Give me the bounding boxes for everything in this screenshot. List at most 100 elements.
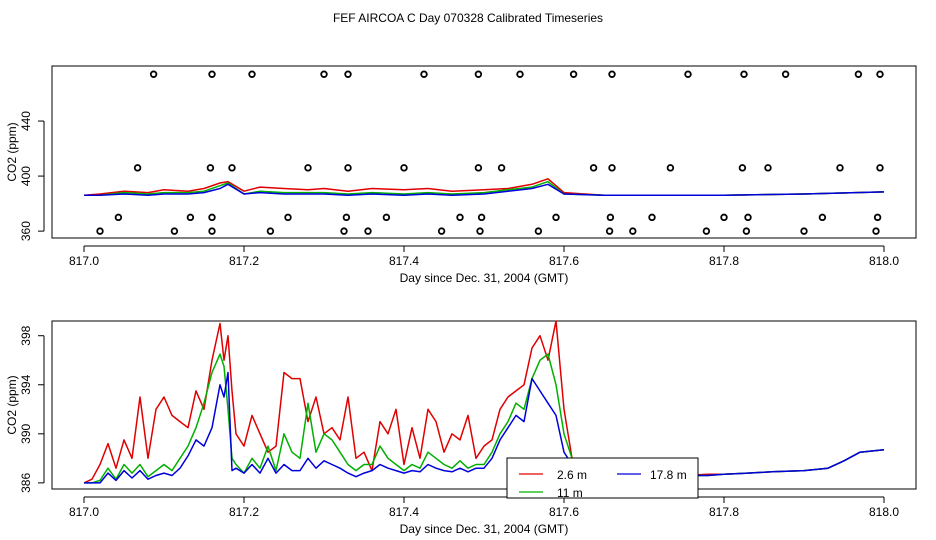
top-plot-frame (51, 65, 917, 239)
top-calibration-point (320, 70, 328, 78)
top-panel: 817.0 817.2 817.4 817.6 817.8 818.0 360 400 440… (5, 65, 917, 285)
top-calibration-point (836, 164, 844, 172)
bottom-x-tick-label: 817.2 (229, 505, 259, 519)
top-calibration-point (133, 164, 142, 172)
bottom-x-label: Day since Dec. 31, 2004 (GMT) (400, 522, 569, 536)
top-y-axis: 360 400 440 (19, 111, 45, 241)
top-calibration-point (400, 164, 408, 172)
top-calibration-point (96, 227, 104, 235)
top-calibration-point (228, 164, 236, 172)
legend-label-11m: 11 m (557, 486, 583, 500)
bottom-plot-frame (51, 320, 917, 490)
top-calibration-point (608, 70, 616, 78)
top-x-tick-label: 817.2 (229, 254, 259, 268)
top-calibration-point (206, 164, 215, 172)
top-calibration-point (629, 227, 637, 235)
bottom-y-label: CO2 (ppm) (5, 375, 19, 434)
top-calibration-point (800, 227, 808, 235)
top-y-tick-label: 360 (19, 221, 33, 241)
legend-label-2-6m: 2.6 m (557, 468, 587, 482)
legend-label-17-8m: 17.8 m (650, 468, 687, 482)
top-calibration-point (854, 70, 863, 78)
top-calibration-point (474, 70, 483, 78)
top-calibration-point (876, 164, 884, 172)
bottom-x-tick-label: 817.0 (69, 505, 99, 519)
top-calibration-point (476, 227, 484, 235)
top-calibration-point (208, 213, 216, 222)
bottom-y-tick-label: 394 (19, 374, 33, 394)
legend-box (506, 457, 699, 499)
top-calibration-point (149, 70, 158, 78)
top-y-tick-label: 400 (19, 166, 33, 186)
top-calibration-point (474, 164, 483, 172)
top-x-tick-label: 818.0 (869, 254, 899, 268)
bottom-series-11-m (84, 353, 885, 484)
top-calibration-point (872, 227, 880, 235)
top-calibration-point (114, 213, 123, 222)
top-calibration-point (606, 213, 615, 222)
top-calibration-point (208, 70, 216, 78)
top-calibration-point (437, 227, 446, 235)
top-x-axis: 817.0 817.2 817.4 817.6 817.8 818.0 (69, 245, 899, 268)
top-calibration-point (208, 227, 216, 235)
top-calibration-point (497, 164, 506, 172)
top-calibration-point (342, 213, 351, 222)
top-calibration-point (742, 227, 751, 235)
bottom-y-tick-label: 390 (19, 423, 33, 443)
top-calibration-point (589, 164, 598, 172)
figure-title: FEF AIRCOA C Day 070328 Calibrated Times… (333, 11, 603, 25)
top-x-tick-label: 817.8 (709, 254, 739, 268)
top-calibration-point (738, 164, 747, 172)
bottom-x-tick-label: 817.4 (389, 505, 419, 519)
top-calibration-point (666, 164, 675, 172)
top-calibration-point (605, 227, 614, 235)
top-calibration-point (516, 70, 524, 78)
top-calibration-point (170, 227, 179, 235)
top-calibration-point (569, 70, 578, 78)
bottom-x-axis: 817.0 817.2 817.4 817.6 817.8 818.0 (69, 496, 899, 519)
top-calibration-point (648, 213, 656, 222)
top-calibration-point (818, 213, 827, 222)
top-series-17-8-m (84, 183, 885, 197)
top-calibration-point (552, 213, 560, 222)
top-calibration-point (764, 164, 772, 172)
top-calibration-point (534, 227, 543, 235)
top-calibration-point (608, 164, 616, 172)
top-calibration-point (382, 213, 391, 222)
top-calibration-point (344, 70, 352, 78)
top-calibration-point (420, 70, 428, 78)
top-calibration-point (456, 213, 464, 222)
top-calibration-point (702, 227, 711, 235)
top-calibration-point (744, 213, 752, 222)
bottom-y-axis: 386 390 394 398 (19, 325, 45, 493)
top-calibration-point (740, 70, 748, 78)
top-calibration-point (873, 213, 882, 222)
top-x-tick-label: 817.6 (549, 254, 579, 268)
top-calibration-point (248, 70, 256, 78)
bottom-series-17-8-m (84, 371, 885, 484)
top-calibration-point (304, 164, 312, 172)
bottom-x-tick-label: 817.6 (549, 505, 579, 519)
top-y-label: CO2 (ppm) (5, 122, 19, 181)
top-calibration-point (186, 213, 195, 222)
bottom-y-tick-label: 398 (19, 325, 33, 345)
top-x-label: Day since Dec. 31, 2004 (GMT) (400, 271, 569, 285)
top-calibration-point (266, 227, 275, 235)
top-series-layer (83, 70, 885, 235)
bottom-panel: 817.0 817.2 817.4 817.6 817.8 818.0 386 390 394… (5, 320, 917, 536)
top-series-2-6-m (83, 178, 885, 197)
bottom-x-tick-label: 818.0 (869, 505, 899, 519)
top-calibration-point (340, 227, 348, 235)
top-calibration-point (876, 70, 884, 78)
top-x-tick-label: 817.0 (69, 254, 99, 268)
legend: 2.6 m 17.8 m 11 m (506, 457, 699, 500)
top-y-tick-label: 440 (19, 111, 33, 131)
top-calibration-point (364, 227, 372, 235)
top-x-tick-label: 817.4 (389, 254, 419, 268)
top-calibration-point (781, 70, 790, 78)
top-calibration-point (344, 164, 352, 172)
bottom-series-layer (83, 320, 885, 484)
bottom-y-tick-label: 386 (19, 473, 33, 493)
top-calibration-point (284, 213, 292, 222)
